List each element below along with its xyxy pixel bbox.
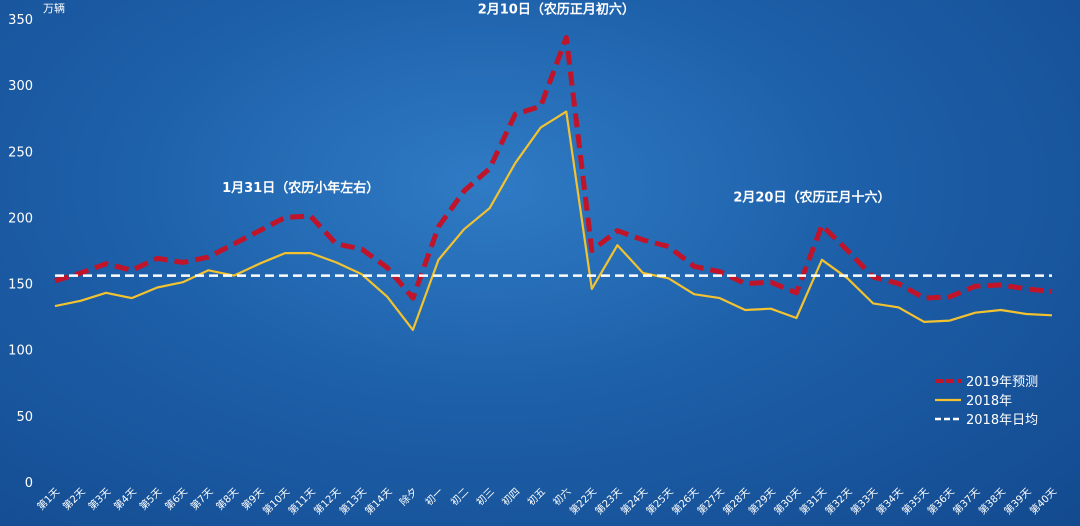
- x-tick-label: 第30天: [771, 485, 803, 517]
- x-tick-label: 第2天: [60, 485, 88, 513]
- x-tick-label: 第29天: [746, 485, 778, 517]
- x-tick-label: 第7天: [188, 485, 216, 513]
- x-tick-label: 第26天: [669, 485, 701, 517]
- x-tick-label: 初五: [525, 485, 548, 508]
- series-line: [54, 35, 1053, 301]
- x-axis-ticks: 第1天 第2天 第3天 第4天 第5天 第6天 第7天 第8天 第9天第10天第11天第12天第…: [34, 485, 1059, 517]
- x-tick-label: 第8天: [213, 485, 241, 513]
- x-tick-label: 第27天: [694, 485, 726, 517]
- y-tick-label: 200: [8, 211, 33, 226]
- x-tick-label: 第40天: [1027, 485, 1059, 517]
- legend-label: 2018年日均: [966, 413, 1038, 428]
- x-tick-label: 初六: [550, 485, 573, 508]
- series-line: [54, 110, 1053, 331]
- y-tick-label: 300: [8, 79, 33, 94]
- x-tick-label: 第38天: [976, 485, 1008, 517]
- y-tick-label: 0: [25, 476, 33, 491]
- x-tick-label: 第12天: [311, 485, 343, 517]
- x-tick-label: 第28天: [720, 485, 752, 517]
- x-tick-label: 第4天: [111, 485, 139, 513]
- y-tick-label: 350: [8, 13, 33, 28]
- y-tick-label: 250: [8, 145, 33, 160]
- y-axis-ticks: 0 50 100 150 200 250 300 350: [8, 13, 33, 491]
- x-tick-label: 初一: [422, 485, 445, 508]
- x-tick-label: 第36天: [925, 485, 957, 517]
- annotations: 1月31日（农历小年左右） 2月10日（农历正月初六） 2月20日（农历正月十六）: [222, 2, 890, 206]
- x-tick-label: 第35天: [899, 485, 931, 517]
- x-tick-label: 第31天: [797, 485, 829, 517]
- legend-label: 2018年: [966, 394, 1012, 409]
- x-tick-label: 第10天: [260, 485, 292, 517]
- y-tick-label: 150: [8, 278, 33, 293]
- x-tick-label: 第14天: [362, 485, 394, 517]
- x-tick-label: 第22天: [567, 485, 599, 517]
- x-tick-label: 第32天: [822, 485, 854, 517]
- x-tick-label: 第37天: [950, 485, 982, 517]
- legend-label: 2019年预测: [966, 375, 1038, 390]
- x-tick-label: 第33天: [848, 485, 880, 517]
- x-tick-label: 第1天: [34, 485, 62, 513]
- x-tick-label: 第24天: [618, 485, 650, 517]
- x-tick-label: 初二: [448, 485, 471, 508]
- x-tick-label: 第11天: [285, 485, 317, 517]
- x-tick-label: 第13天: [337, 485, 369, 517]
- x-tick-label: 第34天: [873, 485, 905, 517]
- x-tick-label: 初三: [473, 485, 496, 508]
- x-tick-label: 第6天: [162, 485, 190, 513]
- x-tick-label: 第23天: [592, 485, 624, 517]
- annotation-label: 1月31日（农历小年左右）: [222, 180, 379, 196]
- annotation-label: 2月20日（农历正月十六）: [733, 189, 890, 205]
- x-tick-label: 初四: [499, 485, 522, 508]
- x-tick-label: 第25天: [643, 485, 675, 517]
- y-tick-label: 100: [8, 344, 33, 359]
- y-axis-unit-label: 万辆: [43, 1, 65, 15]
- legend: 2019年预测 2018年 2018年日均: [935, 375, 1038, 428]
- x-tick-label: 第39天: [1001, 485, 1033, 517]
- x-tick-label: 除夕: [397, 485, 420, 508]
- series-layer: [54, 35, 1053, 331]
- y-tick-label: 50: [16, 410, 33, 425]
- x-tick-label: 第5天: [137, 485, 165, 513]
- x-tick-label: 第3天: [85, 485, 113, 513]
- annotation-label: 2月10日（农历正月初六）: [478, 2, 635, 18]
